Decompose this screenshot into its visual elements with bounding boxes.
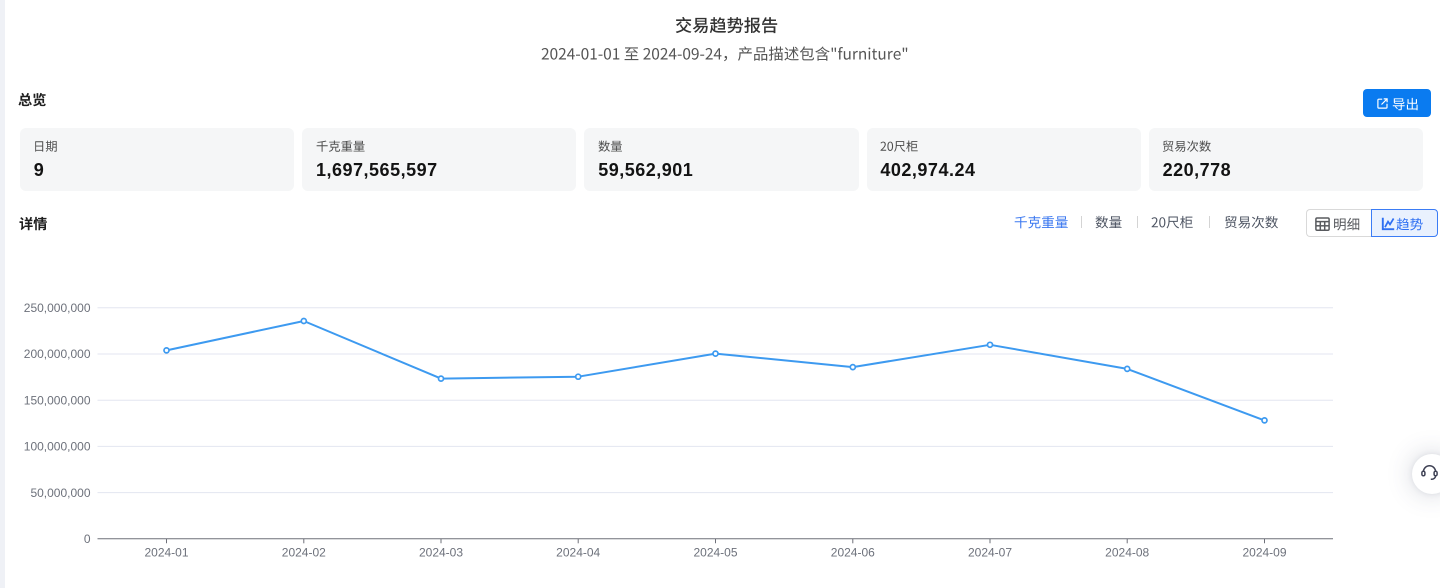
- svg-text:100,000,000: 100,000,000: [24, 440, 91, 454]
- svg-text:2024-03: 2024-03: [419, 546, 463, 560]
- svg-text:2024-04: 2024-04: [556, 546, 600, 560]
- svg-text:50,000,000: 50,000,000: [30, 486, 90, 500]
- svg-text:2024-05: 2024-05: [693, 546, 737, 560]
- svg-text:200,000,000: 200,000,000: [24, 347, 91, 361]
- svg-text:2024-02: 2024-02: [282, 546, 326, 560]
- svg-text:2024-07: 2024-07: [968, 546, 1012, 560]
- svg-text:2024-09: 2024-09: [1242, 546, 1286, 560]
- svg-text:250,000,000: 250,000,000: [24, 301, 91, 315]
- svg-text:0: 0: [84, 532, 91, 546]
- svg-text:2024-08: 2024-08: [1105, 546, 1149, 560]
- svg-text:2024-06: 2024-06: [831, 546, 875, 560]
- svg-text:150,000,000: 150,000,000: [24, 393, 91, 407]
- svg-text:2024-01: 2024-01: [144, 546, 188, 560]
